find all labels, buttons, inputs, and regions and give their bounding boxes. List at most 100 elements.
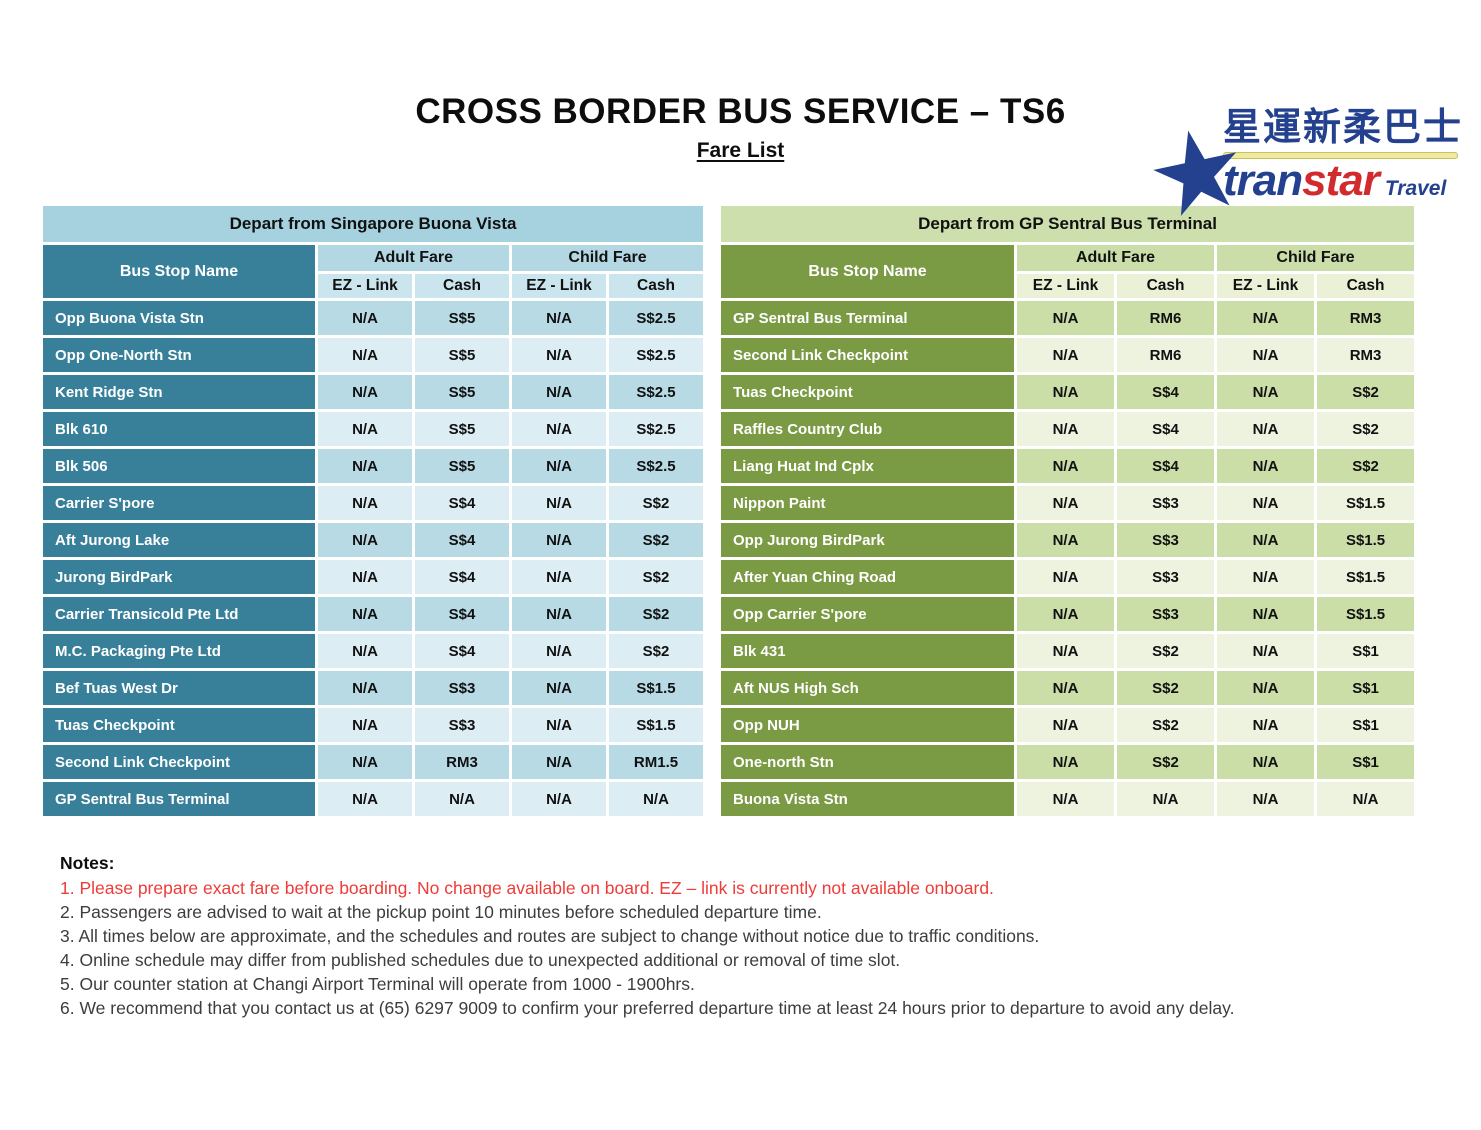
fare-value: N/A — [1217, 301, 1315, 335]
fare-value: S$2 — [1317, 449, 1415, 483]
fare-value: N/A — [1217, 745, 1315, 779]
fare-value: S$2.5 — [609, 338, 704, 372]
fare-value: N/A — [318, 634, 412, 668]
col-header-bus-stop-name: Bus Stop Name — [721, 245, 1015, 298]
table-row: Carrier S'pore N/A S$4 N/A S$2 — [43, 486, 704, 520]
fare-value: N/A — [318, 412, 412, 446]
fare-value: S$5 — [415, 338, 509, 372]
bus-stop-name: Buona Vista Stn — [721, 782, 1015, 816]
fare-value: N/A — [318, 671, 412, 705]
fare-value: N/A — [512, 412, 606, 446]
fare-tables: Depart from Singapore Buona Vista Bus St… — [40, 203, 1481, 819]
fare-value: N/A — [1217, 708, 1315, 742]
table-row: Aft NUS High Sch N/A S$2 N/A S$1 — [721, 671, 1415, 705]
fare-value: S$5 — [415, 301, 509, 335]
notes-section: Notes: 1. Please prepare exact fare befo… — [60, 853, 1461, 1020]
fare-value: S$4 — [1117, 375, 1215, 409]
fare-table-gp-sentral: Depart from GP Sentral Bus Terminal Bus … — [718, 203, 1417, 819]
bus-stop-name: Jurong BirdPark — [43, 560, 315, 594]
table-row: Opp Jurong BirdPark N/A S$3 N/A S$1.5 — [721, 523, 1415, 557]
bus-stop-name: Blk 431 — [721, 634, 1015, 668]
table-banner: Depart from GP Sentral Bus Terminal — [721, 206, 1415, 242]
fare-value: S$1 — [1317, 634, 1415, 668]
fare-value: N/A — [318, 301, 412, 335]
logo-brand: transtar Travel — [1222, 155, 1463, 205]
bus-stop-name: Nippon Paint — [721, 486, 1015, 520]
fare-value: S$2 — [1117, 745, 1215, 779]
fare-value: S$3 — [1117, 597, 1215, 631]
fare-value: N/A — [1017, 523, 1115, 557]
fare-value: S$2 — [609, 597, 704, 631]
fare-value: S$2 — [1317, 412, 1415, 446]
fare-value: S$2 — [609, 523, 704, 557]
fare-value: S$1 — [1317, 671, 1415, 705]
fare-value: N/A — [318, 560, 412, 594]
table-row: GP Sentral Bus Terminal N/A RM6 N/A RM3 — [721, 301, 1415, 335]
table-row: Carrier Transicold Pte Ltd N/A S$4 N/A S$2 — [43, 597, 704, 631]
logo-brand-tran: tran — [1222, 155, 1303, 205]
fare-value: S$5 — [415, 449, 509, 483]
fare-value: S$1.5 — [1317, 597, 1415, 631]
fare-value: S$4 — [415, 486, 509, 520]
fare-value: N/A — [1217, 671, 1315, 705]
fare-value: S$2.5 — [609, 412, 704, 446]
fare-value: N/A — [318, 708, 412, 742]
fare-value: N/A — [1017, 338, 1115, 372]
table-banner: Depart from Singapore Buona Vista — [43, 206, 704, 242]
fare-value: N/A — [318, 375, 412, 409]
fare-value: N/A — [1017, 634, 1115, 668]
col-header-bus-stop-name: Bus Stop Name — [43, 245, 315, 298]
note-item: 3. All times below are approximate, and … — [60, 926, 1040, 946]
col-header-child-fare: Child Fare — [1217, 245, 1415, 271]
fare-value: N/A — [512, 708, 606, 742]
bus-stop-name: Opp One-North Stn — [43, 338, 315, 372]
fare-value: N/A — [318, 338, 412, 372]
table-row: Opp Carrier S'pore N/A S$3 N/A S$1.5 — [721, 597, 1415, 631]
bus-stop-name: Aft Jurong Lake — [43, 523, 315, 557]
table-row: Opp Buona Vista Stn N/A S$5 N/A S$2.5 — [43, 301, 704, 335]
fare-value: N/A — [1217, 375, 1315, 409]
table-row: Kent Ridge Stn N/A S$5 N/A S$2.5 — [43, 375, 704, 409]
fare-value: S$2 — [1117, 634, 1215, 668]
bus-stop-name: Carrier Transicold Pte Ltd — [43, 597, 315, 631]
note-item: 2. Passengers are advised to wait at the… — [60, 902, 822, 922]
fare-value: N/A — [1017, 375, 1115, 409]
fare-value: RM3 — [415, 745, 509, 779]
fare-value: N/A — [1017, 671, 1115, 705]
fare-table-singapore-buona-vista: Depart from Singapore Buona Vista Bus St… — [40, 203, 706, 819]
table-row: Blk 610 N/A S$5 N/A S$2.5 — [43, 412, 704, 446]
fare-value: N/A — [318, 745, 412, 779]
fare-value: N/A — [1217, 449, 1315, 483]
table-row: Nippon Paint N/A S$3 N/A S$1.5 — [721, 486, 1415, 520]
table-row: Buona Vista Stn N/A N/A N/A N/A — [721, 782, 1415, 816]
table-row: Opp NUH N/A S$2 N/A S$1 — [721, 708, 1415, 742]
fare-value: N/A — [1217, 486, 1315, 520]
bus-stop-name: GP Sentral Bus Terminal — [43, 782, 315, 816]
fare-value: N/A — [512, 560, 606, 594]
fare-value: N/A — [1017, 782, 1115, 816]
fare-value: N/A — [512, 301, 606, 335]
fare-value: N/A — [1017, 745, 1115, 779]
fare-value: N/A — [1317, 782, 1415, 816]
fare-value: N/A — [1217, 338, 1315, 372]
fare-value: S$3 — [1117, 560, 1215, 594]
fare-table: Depart from GP Sentral Bus Terminal Bus … — [718, 203, 1417, 819]
fare-value: N/A — [1017, 449, 1115, 483]
fare-value: S$2 — [609, 560, 704, 594]
fare-value: N/A — [1217, 782, 1315, 816]
table-row: One-north Stn N/A S$2 N/A S$1 — [721, 745, 1415, 779]
table-row: Opp One-North Stn N/A S$5 N/A S$2.5 — [43, 338, 704, 372]
fare-value: S$5 — [415, 375, 509, 409]
fare-value: N/A — [1017, 301, 1115, 335]
col-header-child-fare: Child Fare — [512, 245, 704, 271]
table-row: Tuas Checkpoint N/A S$4 N/A S$2 — [721, 375, 1415, 409]
table-row: Blk 506 N/A S$5 N/A S$2.5 — [43, 449, 704, 483]
fare-value: S$2.5 — [609, 375, 704, 409]
table-row: Aft Jurong Lake N/A S$4 N/A S$2 — [43, 523, 704, 557]
col-header-cash: Cash — [609, 274, 704, 298]
col-header-adult-fare: Adult Fare — [1017, 245, 1215, 271]
table-row: After Yuan Ching Road N/A S$3 N/A S$1.5 — [721, 560, 1415, 594]
table-row: M.C. Packaging Pte Ltd N/A S$4 N/A S$2 — [43, 634, 704, 668]
fare-value: N/A — [512, 671, 606, 705]
fare-value: N/A — [512, 449, 606, 483]
